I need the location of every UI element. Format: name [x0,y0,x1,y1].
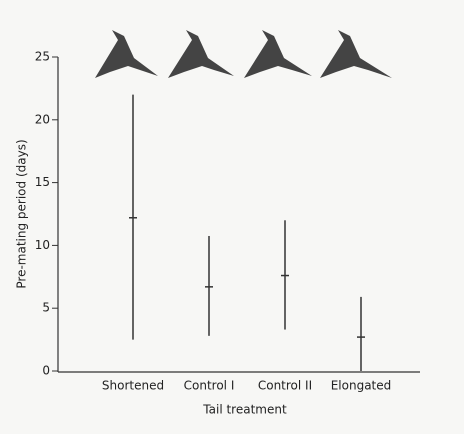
y-tick-label: 5 [42,301,50,315]
y-tick-label: 0 [42,364,50,378]
bird-icon [244,30,312,78]
y-axis-label: Pre-mating period (days) [15,139,29,288]
x-tick-label: Control II [258,379,312,393]
x-tick-label: Shortened [102,379,164,393]
y-tick-label: 15 [35,175,50,189]
bird-icons [95,30,392,78]
bird-icon [95,30,158,78]
y-tick-label: 25 [35,50,50,64]
bird-icon [320,30,392,78]
y-tick-label: 10 [35,238,50,252]
x-tick-label: Elongated [331,379,392,393]
x-axis-label: Tail treatment [202,403,287,417]
bird-icon [168,30,234,78]
x-tick-label: Control I [184,379,235,393]
y-tick-label: 20 [35,112,50,126]
